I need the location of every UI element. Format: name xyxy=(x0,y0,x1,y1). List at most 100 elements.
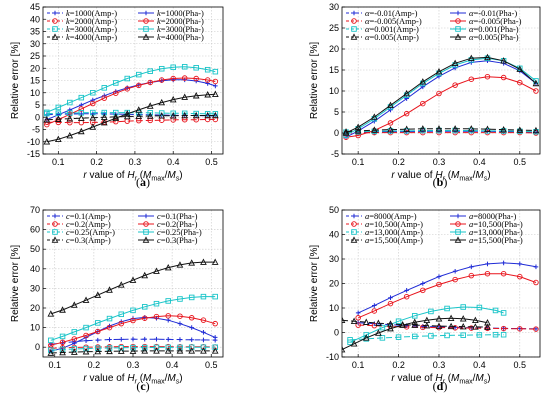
x-tick-label: 0.2 xyxy=(90,157,103,167)
y-tick-label: 25 xyxy=(30,51,40,61)
data-point xyxy=(188,259,196,266)
legend-item: α=0.005(Amp-) xyxy=(346,32,419,42)
x-tick-label: 0.4 xyxy=(473,157,486,167)
plot-frame xyxy=(341,209,541,358)
data-point xyxy=(135,71,142,78)
data-point xyxy=(484,323,491,330)
data-point xyxy=(192,92,200,99)
data-point xyxy=(411,333,418,340)
series-group xyxy=(43,64,219,145)
x-tick-label: 0.2 xyxy=(88,360,101,370)
data-point xyxy=(211,258,219,265)
data-point xyxy=(375,329,382,336)
plot-frame xyxy=(42,209,224,358)
series-line xyxy=(349,306,504,343)
legend-marker xyxy=(51,236,59,243)
data-point xyxy=(193,75,199,82)
legend-marker xyxy=(142,33,150,40)
legend: c=0.1(Amp-) c=0.1(Pha-) c=0.2(Amp-) c=0.2(P… xyxy=(47,211,202,245)
legend-label: k=1000(Pha-) xyxy=(157,8,204,18)
data-point xyxy=(517,79,523,86)
data-point xyxy=(387,324,394,332)
data-point xyxy=(355,315,361,321)
data-point xyxy=(411,318,419,325)
data-point xyxy=(135,110,142,116)
data-point xyxy=(130,317,136,324)
legend-item: α=-0.005(Pha-) xyxy=(450,16,522,26)
data-point xyxy=(355,310,361,316)
data-point xyxy=(71,336,78,342)
legend-item: α=0.005(Pha-) xyxy=(450,32,519,42)
data-point xyxy=(147,79,153,86)
data-point xyxy=(342,345,346,353)
data-point xyxy=(468,272,475,279)
series-line xyxy=(46,66,216,113)
x-axis-label: r value of Hr (Mmax/Ms) xyxy=(391,373,490,386)
series-line xyxy=(50,296,216,341)
data-point xyxy=(176,261,184,268)
legend-item: c=0.2(Pha-) xyxy=(138,219,198,229)
legend-label: α=-0.005(Amp-) xyxy=(365,16,422,26)
data-point xyxy=(176,347,184,354)
data-point xyxy=(476,332,483,338)
data-point xyxy=(82,348,90,355)
data-point xyxy=(420,84,426,90)
data-point xyxy=(153,347,160,354)
legend-item: a=13,000(Pha-) xyxy=(450,227,523,237)
legend-marker xyxy=(143,221,149,227)
data-point xyxy=(350,317,358,324)
y-tick-label: 0 xyxy=(35,342,40,352)
data-point xyxy=(472,323,479,330)
data-point xyxy=(177,344,183,351)
legend-item: k=3000(Pha-) xyxy=(138,24,204,34)
data-point xyxy=(154,336,159,342)
x-axis-label: r value of Hr (Mmax/Ms) xyxy=(83,170,182,183)
data-point xyxy=(419,125,427,132)
y-tick-label: 50 xyxy=(329,205,339,215)
data-point xyxy=(44,109,50,116)
legend-item: k=4000(Amp-) xyxy=(47,32,117,42)
data-point xyxy=(342,128,350,135)
data-point xyxy=(181,64,188,70)
data-point xyxy=(188,315,195,321)
data-point xyxy=(130,336,136,342)
legend: k=1000(Amp-) k=1000(Pha-) k=2000(Amp-) k=20… xyxy=(47,8,204,42)
data-point xyxy=(204,111,211,117)
data-point xyxy=(212,344,218,350)
x-tick-label: 0.3 xyxy=(129,157,142,167)
y-tick-label: 30 xyxy=(329,254,339,264)
chart-panel-d: 0.1 0.2 0.3 0.4 0.5 -10 0 10 20 30 40 50 a=8000(Amp-… xyxy=(309,205,541,393)
legend-marker xyxy=(454,236,462,243)
series-line xyxy=(46,115,216,121)
legend-label: α=0.001(Amp-) xyxy=(365,24,419,34)
data-point xyxy=(423,321,431,329)
legend-label: k=4000(Pha-) xyxy=(157,32,204,42)
data-point xyxy=(500,57,507,64)
data-point xyxy=(484,53,491,61)
data-point xyxy=(363,332,369,338)
y-tick-label: 60 xyxy=(30,225,40,235)
legend-marker xyxy=(351,213,357,219)
data-point xyxy=(189,325,194,330)
data-point xyxy=(211,111,219,119)
data-point xyxy=(141,347,149,354)
x-tick-label: 0.5 xyxy=(205,360,218,370)
series-line xyxy=(46,93,216,143)
data-point xyxy=(70,348,78,355)
legend-label: k=4000(Amp-) xyxy=(66,32,117,42)
legend-marker xyxy=(143,18,149,24)
data-point xyxy=(118,337,124,342)
data-point xyxy=(447,322,455,330)
data-point xyxy=(107,337,112,342)
data-point xyxy=(423,316,431,323)
data-point xyxy=(141,271,149,279)
legend-label: a=15,500(Amp-) xyxy=(365,235,423,245)
data-point xyxy=(181,75,188,81)
data-point xyxy=(117,347,125,354)
legend-label: a=8000(Amp-) xyxy=(365,211,417,221)
legend-item: k=3000(Amp-) xyxy=(47,24,117,34)
data-point xyxy=(516,126,524,133)
data-point xyxy=(399,321,406,328)
legend-marker xyxy=(454,33,462,40)
data-point xyxy=(59,333,66,340)
